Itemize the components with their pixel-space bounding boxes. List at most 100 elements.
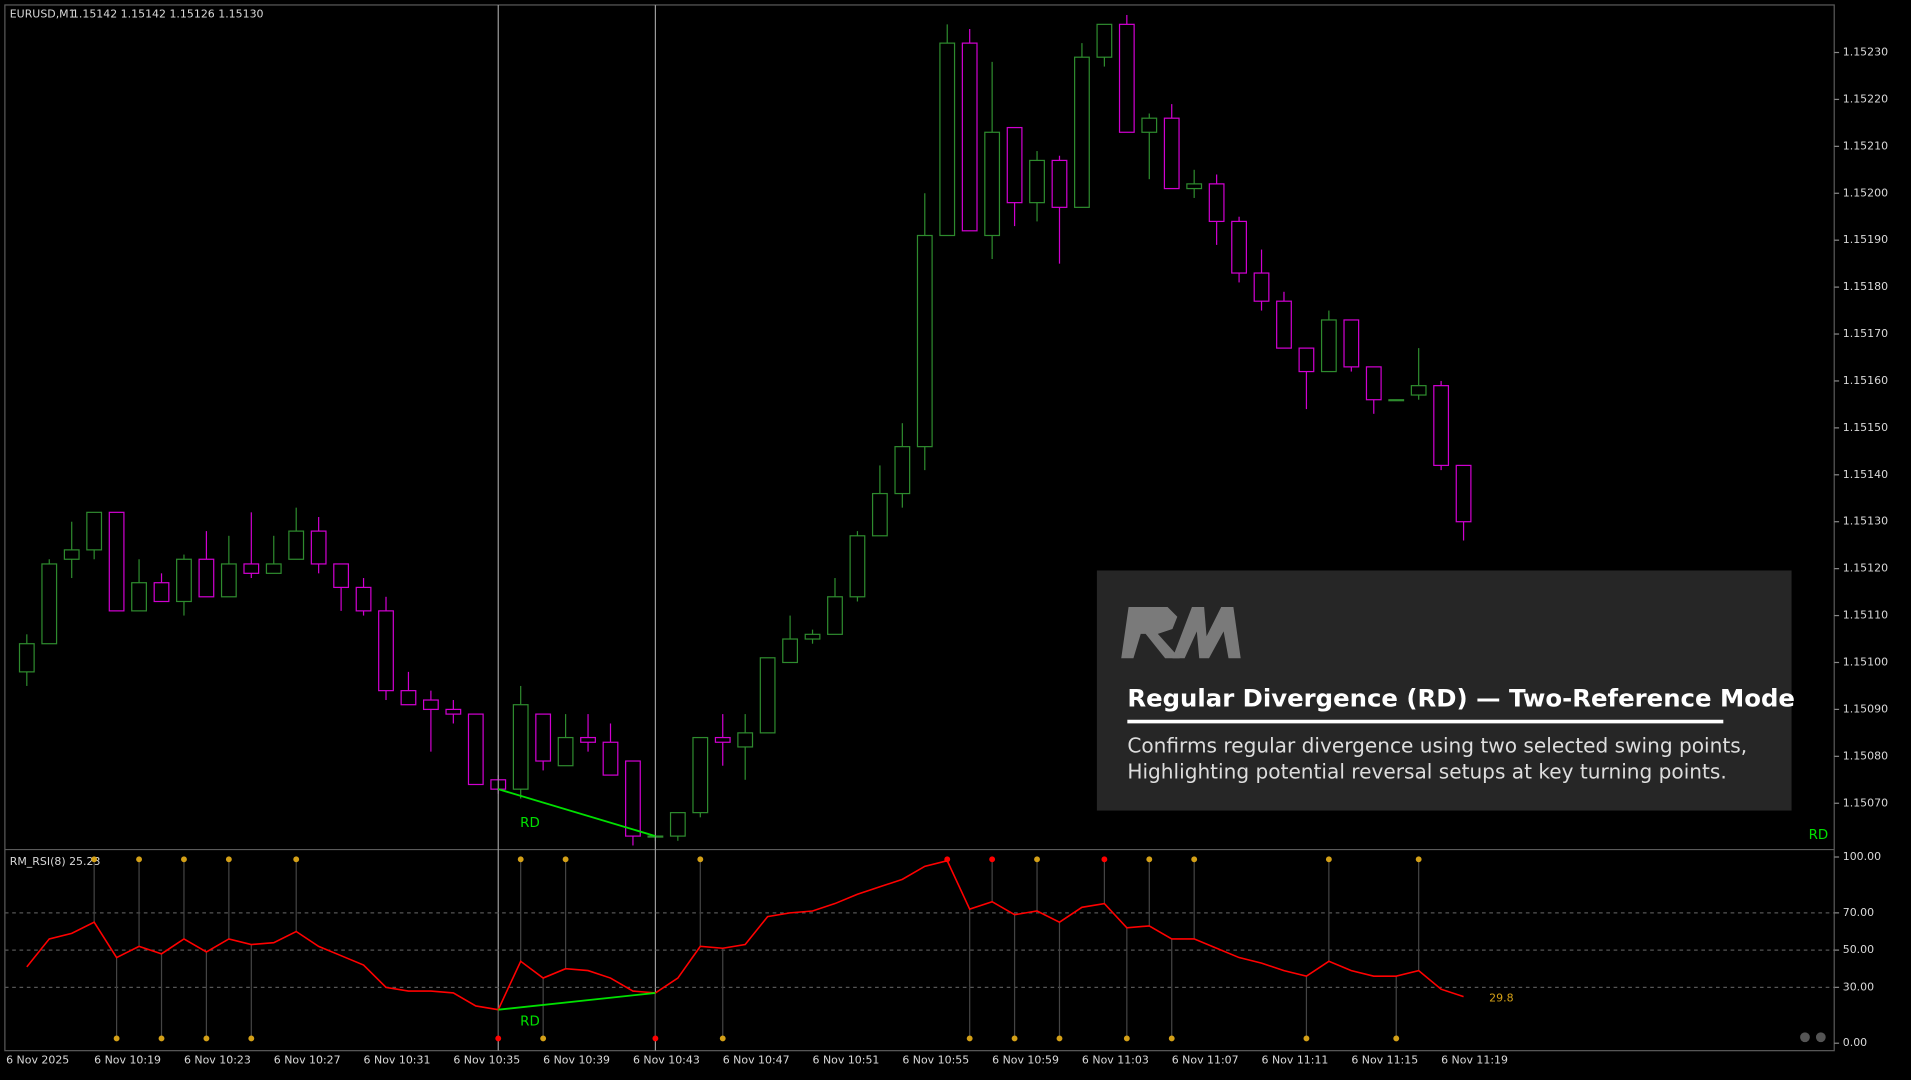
swing-marker <box>113 1035 120 1042</box>
candle-body <box>916 234 933 448</box>
candle-body <box>445 708 462 715</box>
scroll-dot <box>1815 1032 1826 1043</box>
x-tick-label: 6 Nov 10:19 <box>94 1053 161 1066</box>
x-tick-label: 6 Nov 10:59 <box>992 1053 1059 1066</box>
y-tick-label: 1.15150 <box>1843 421 1888 434</box>
candle-body <box>939 42 956 237</box>
candle-body <box>1298 347 1315 373</box>
candle-body <box>400 690 417 706</box>
y-tick-label: 1.15110 <box>1843 609 1888 622</box>
candle-body <box>131 582 147 612</box>
y-tick-label: 1.15170 <box>1843 327 1888 340</box>
swing-marker <box>1191 856 1198 863</box>
candle-body <box>18 643 35 673</box>
swing-marker <box>1101 856 1108 863</box>
swing-marker <box>966 1035 973 1042</box>
candle-body <box>692 736 709 814</box>
y-tick-label: 1.15120 <box>1843 562 1888 575</box>
candle-body <box>1343 319 1360 368</box>
swing-marker <box>1123 1035 1130 1042</box>
candle-body <box>265 563 282 574</box>
candle-body <box>1410 385 1427 396</box>
candle-body <box>871 492 888 537</box>
x-start-label: 6 Nov 2025 <box>6 1053 69 1066</box>
swing-marker <box>652 1035 659 1042</box>
candle-body <box>1029 159 1045 204</box>
swing-marker <box>540 1035 547 1042</box>
divergence-label: RD <box>520 816 540 831</box>
y-tick-label: 1.15090 <box>1843 702 1888 715</box>
swing-marker <box>1393 1035 1400 1042</box>
y-tick-label: 1.15200 <box>1843 186 1888 199</box>
candle-body <box>1455 464 1472 523</box>
swing-marker <box>562 856 569 863</box>
y-tick-label: 100.00 <box>1843 850 1881 863</box>
chart-title: RM_RSI(8) 25.23 <box>10 855 101 868</box>
candle-body <box>153 582 170 603</box>
y-tick-label: 1.15100 <box>1843 655 1888 668</box>
swing-marker <box>225 856 232 863</box>
divergence-line <box>497 788 656 837</box>
candle-body <box>243 563 260 574</box>
candle-body <box>1118 23 1135 133</box>
candle-body <box>1388 399 1405 402</box>
end-label: 29.8 <box>1489 991 1513 1004</box>
swing-marker <box>91 856 98 863</box>
candle-body <box>804 633 821 640</box>
y-tick-label: 70.00 <box>1843 906 1874 919</box>
candle-body <box>669 812 686 837</box>
divergence-label: RD <box>520 1014 540 1029</box>
y-tick-label: 1.15210 <box>1843 139 1888 152</box>
candle-body <box>894 446 911 495</box>
x-tick-label: 6 Nov 10:27 <box>274 1053 341 1066</box>
x-tick-label: 6 Nov 10:23 <box>184 1053 251 1066</box>
candle-body <box>108 511 125 612</box>
info-panel: Regular Divergence (RD) — Two-Reference … <box>1096 570 1795 811</box>
candle-body <box>1141 117 1158 133</box>
rsi-line <box>26 859 1464 1011</box>
logo-r <box>1121 607 1180 659</box>
candle-body <box>63 549 80 560</box>
y-tick-label: 1.15130 <box>1843 515 1888 528</box>
y-tick-label: 1.15160 <box>1843 374 1888 387</box>
candle-body <box>220 563 237 598</box>
x-tick-label: 6 Nov 11:11 <box>1262 1053 1329 1066</box>
swing-marker <box>495 1035 502 1042</box>
x-tick-label: 6 Nov 11:03 <box>1082 1053 1149 1066</box>
swing-marker <box>1325 856 1332 863</box>
candle-body <box>602 741 619 776</box>
candle-body <box>714 736 731 743</box>
candle-body <box>1365 366 1382 401</box>
panel-background <box>1096 570 1792 811</box>
x-tick-label: 6 Nov 10:47 <box>723 1053 790 1066</box>
x-tick-label: 6 Nov 11:15 <box>1351 1053 1418 1066</box>
candle-body <box>1320 319 1337 373</box>
candle-body <box>1163 117 1180 190</box>
candle-body <box>625 760 641 837</box>
swing-marker <box>1056 1035 1063 1042</box>
candle-body <box>1276 300 1292 349</box>
x-tick-label: 6 Nov 10:51 <box>813 1053 880 1066</box>
swing-marker <box>203 1035 210 1042</box>
candle-body <box>1006 126 1023 204</box>
logo <box>1121 607 1241 659</box>
plot-frame <box>4 4 1835 1052</box>
candle-body <box>198 558 215 598</box>
candle-body <box>827 596 843 635</box>
y-tick-label: 1.15180 <box>1843 280 1888 293</box>
candle-body <box>1051 159 1068 208</box>
candle-body <box>849 535 866 598</box>
candle-body <box>961 42 978 232</box>
candle-body <box>1253 272 1270 302</box>
candle-body <box>1096 23 1113 58</box>
swing-marker <box>136 856 142 863</box>
x-tick-label: 6 Nov 10:55 <box>902 1053 969 1066</box>
x-tick-label: 6 Nov 10:39 <box>543 1053 610 1066</box>
swing-marker <box>181 856 187 863</box>
swing-marker <box>1303 1035 1310 1042</box>
x-tick-label: 6 Nov 11:07 <box>1172 1053 1239 1066</box>
candle-body <box>1208 183 1225 223</box>
